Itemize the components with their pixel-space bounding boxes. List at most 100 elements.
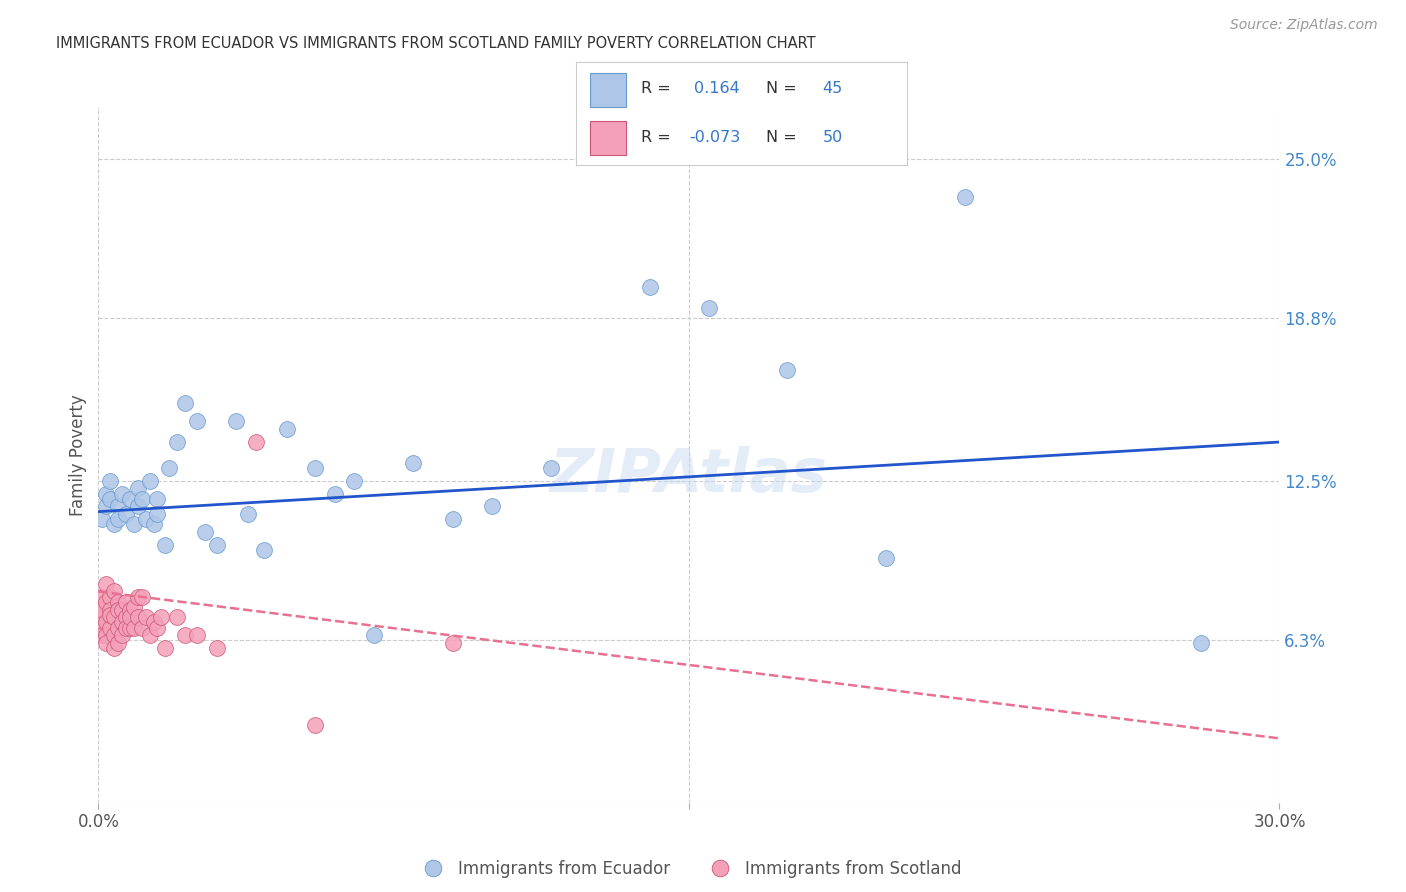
Point [96, 576, 118, 591]
Text: IMMIGRANTS FROM ECUADOR VS IMMIGRANTS FROM SCOTLAND FAMILY POVERTY CORRELATION C: IMMIGRANTS FROM ECUADOR VS IMMIGRANTS FR… [56, 36, 815, 51]
Point [107, 636, 129, 650]
Point [111, 628, 134, 642]
Point [138, 474, 160, 488]
Point [186, 628, 208, 642]
Point [155, 538, 177, 552]
Point [107, 500, 129, 514]
Point [127, 590, 149, 604]
Point [441, 512, 464, 526]
Text: Source: ZipAtlas.com: Source: ZipAtlas.com [1230, 18, 1378, 32]
Point [127, 610, 149, 624]
Point [118, 602, 141, 616]
Point [98, 607, 121, 622]
Point [157, 460, 180, 475]
Point [115, 621, 138, 635]
Text: -0.073: -0.073 [689, 130, 740, 145]
Point [481, 500, 503, 514]
Point [638, 280, 661, 294]
Point [115, 595, 138, 609]
FancyBboxPatch shape [589, 73, 626, 106]
Point [146, 507, 169, 521]
Point [186, 414, 208, 428]
Y-axis label: Family Poverty: Family Poverty [69, 394, 87, 516]
Point [96, 500, 118, 514]
Point [166, 435, 188, 450]
Point [323, 486, 346, 500]
Point [142, 615, 165, 630]
Point [174, 628, 197, 642]
Point [91, 610, 114, 624]
Point [146, 491, 169, 506]
Point [107, 512, 129, 526]
Point [363, 628, 385, 642]
Point [150, 610, 173, 624]
Point [138, 628, 160, 642]
Point [166, 610, 188, 624]
Point [122, 517, 145, 532]
Point [225, 414, 247, 428]
Point [155, 641, 177, 656]
Point [107, 621, 129, 635]
Point [91, 590, 114, 604]
Point [146, 621, 169, 635]
Point [131, 491, 153, 506]
Point [98, 590, 121, 604]
Point [96, 615, 118, 630]
Point [111, 615, 134, 630]
Point [107, 602, 129, 616]
Point [91, 602, 114, 616]
Point [276, 422, 298, 436]
Point [107, 595, 129, 609]
Point [205, 538, 228, 552]
Point [953, 190, 976, 204]
Point [304, 718, 326, 732]
Point [697, 301, 720, 315]
Point [174, 396, 197, 410]
Point [118, 621, 141, 635]
Point [122, 599, 145, 614]
Point [96, 636, 118, 650]
Point [118, 491, 141, 506]
Text: R =: R = [641, 130, 676, 145]
Point [118, 610, 141, 624]
Point [776, 363, 799, 377]
Point [122, 621, 145, 635]
Point [91, 512, 114, 526]
Point [98, 474, 121, 488]
Point [194, 525, 217, 540]
Point [441, 636, 464, 650]
Point [103, 628, 125, 642]
Point [91, 628, 114, 642]
Text: 50: 50 [823, 130, 842, 145]
Point [103, 584, 125, 599]
Point [103, 641, 125, 656]
Point [135, 610, 157, 624]
Point [135, 512, 157, 526]
Text: 0.164: 0.164 [693, 81, 740, 96]
Point [245, 435, 267, 450]
Point [115, 610, 138, 624]
Point [131, 621, 153, 635]
Point [236, 507, 259, 521]
Point [103, 610, 125, 624]
Point [875, 551, 897, 566]
Point [127, 482, 149, 496]
Text: R =: R = [641, 81, 676, 96]
Point [253, 543, 276, 558]
Point [103, 517, 125, 532]
Point [111, 602, 134, 616]
Point [91, 621, 114, 635]
Point [142, 517, 165, 532]
Point [540, 460, 562, 475]
Point [96, 486, 118, 500]
Point [1189, 636, 1212, 650]
Text: N =: N = [766, 81, 803, 96]
Point [96, 595, 118, 609]
Text: 45: 45 [823, 81, 842, 96]
Point [96, 628, 118, 642]
Point [343, 474, 366, 488]
Point [402, 456, 425, 470]
FancyBboxPatch shape [589, 121, 626, 155]
Point [205, 641, 228, 656]
Text: ZIPAtlas: ZIPAtlas [550, 446, 828, 505]
